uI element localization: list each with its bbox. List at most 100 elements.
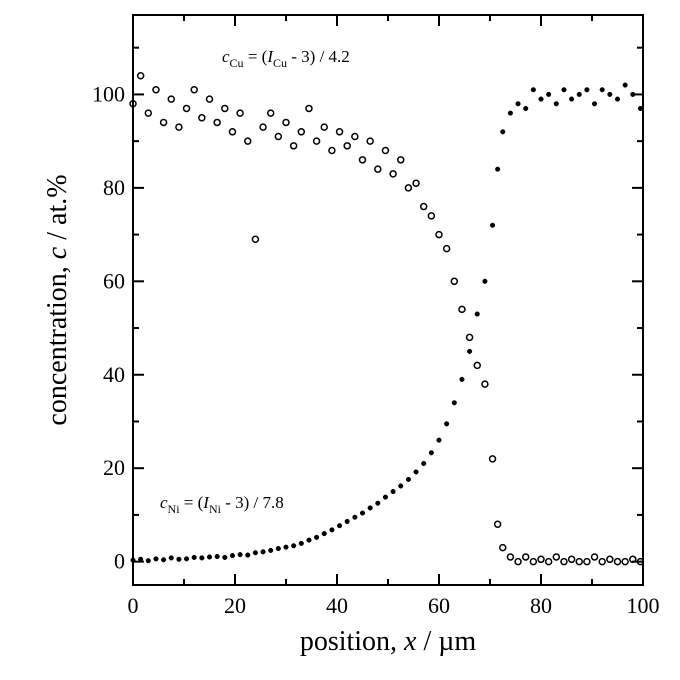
data-point [459, 376, 465, 382]
data-point [514, 557, 522, 566]
data-point [583, 557, 591, 566]
data-point [544, 557, 553, 566]
data-point [382, 494, 389, 500]
data-point [244, 137, 252, 145]
data-point [175, 123, 183, 131]
data-point [584, 87, 590, 93]
data-point [451, 400, 457, 406]
data-point [374, 165, 382, 173]
data-point [152, 86, 160, 94]
data-point [488, 455, 497, 463]
data-point [375, 500, 381, 506]
data-point [507, 110, 513, 116]
data-point [561, 87, 567, 93]
annotation-part: = ( [180, 493, 204, 512]
x-axis-label-part: x [403, 626, 417, 657]
annotation-part: Cu [230, 56, 244, 70]
data-point [614, 96, 621, 102]
data-point [358, 156, 367, 164]
y-tick-label: 20 [103, 455, 125, 480]
data-point [236, 109, 244, 117]
annotation-part: - 3) / 4.2 [287, 47, 350, 66]
data-point [442, 244, 451, 253]
data-point [523, 105, 529, 111]
data-point [538, 96, 544, 102]
data-point [637, 105, 644, 111]
data-point [606, 555, 614, 564]
data-point [529, 557, 538, 566]
data-point [190, 86, 198, 94]
data-point [465, 333, 474, 342]
data-point [161, 557, 167, 563]
data-point [343, 142, 351, 150]
data-point [237, 552, 243, 558]
data-point [473, 361, 481, 370]
annotation-part: Ni [209, 502, 222, 516]
y-axis-label-part: concentration, [42, 259, 73, 425]
plot-frame [132, 14, 644, 586]
data-point [500, 129, 506, 135]
annotation-part: c [160, 493, 168, 512]
y-tick-label: 40 [103, 362, 125, 387]
data-point [260, 549, 266, 555]
data-point [569, 96, 575, 102]
data-point [297, 128, 306, 136]
data-point [344, 518, 350, 525]
data-point [275, 546, 281, 552]
data-point [130, 557, 136, 563]
annotation-part: Cu [273, 56, 287, 70]
annotation-part: I [266, 47, 274, 66]
data-point [405, 476, 411, 482]
x-axis-label-part: position, [300, 626, 404, 657]
data-point [621, 557, 629, 566]
data-point [245, 552, 251, 558]
y-tick-label: 80 [103, 175, 125, 200]
annotation: cNi = (INi - 3) / 7.8 [160, 493, 284, 516]
data-point [428, 450, 434, 456]
data-point [214, 553, 220, 560]
data-point [291, 543, 297, 549]
data-point [274, 132, 283, 141]
data-point [167, 95, 175, 103]
x-tick-label: 100 [627, 593, 660, 618]
data-point [413, 469, 419, 475]
data-point [266, 109, 275, 117]
data-point [129, 100, 137, 108]
data-point [268, 547, 274, 553]
data-point [636, 557, 645, 566]
data-point [493, 520, 502, 529]
annotation-part: - 3) / 7.8 [221, 493, 284, 512]
data-point [320, 123, 328, 131]
data-point [490, 222, 496, 228]
data-point [546, 91, 552, 97]
data-point [421, 460, 427, 467]
data-point [499, 543, 507, 552]
data-point [168, 555, 174, 561]
data-point [599, 87, 605, 93]
data-point [419, 202, 428, 211]
data-point [576, 91, 582, 97]
data-point [176, 556, 182, 562]
data-point [390, 489, 396, 495]
data-point [412, 179, 420, 187]
y-axis-label: concentration, c / at.% [42, 174, 73, 425]
y-axis-label-part: / at.% [42, 174, 73, 246]
data-point [598, 557, 606, 566]
data-point [352, 514, 358, 520]
data-point [198, 114, 206, 122]
annotation-part: = ( [244, 47, 268, 66]
data-point [259, 123, 267, 131]
data-point [351, 132, 359, 141]
data-point [560, 557, 568, 566]
data-point [138, 556, 144, 562]
data-point [552, 553, 561, 561]
data-point [506, 553, 515, 561]
annotation-part: c [222, 47, 230, 66]
data-point [575, 557, 583, 566]
x-axis-label: position, x / µm [300, 626, 477, 657]
x-tick-label: 0 [128, 593, 139, 618]
data-point [252, 550, 258, 556]
data-point [474, 311, 480, 317]
data-point [321, 531, 327, 537]
data-point [537, 555, 545, 564]
